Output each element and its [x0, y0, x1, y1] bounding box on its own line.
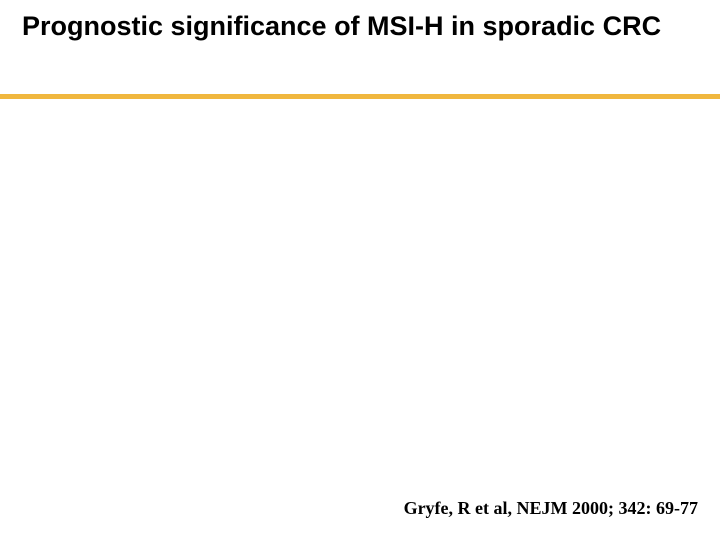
citation-text: Gryfe, R et al, NEJM 2000; 342: 69-77: [404, 498, 698, 519]
slide: Prognostic significance of MSI-H in spor…: [0, 0, 720, 540]
divider-line: [0, 94, 720, 99]
slide-title: Prognostic significance of MSI-H in spor…: [22, 10, 687, 42]
